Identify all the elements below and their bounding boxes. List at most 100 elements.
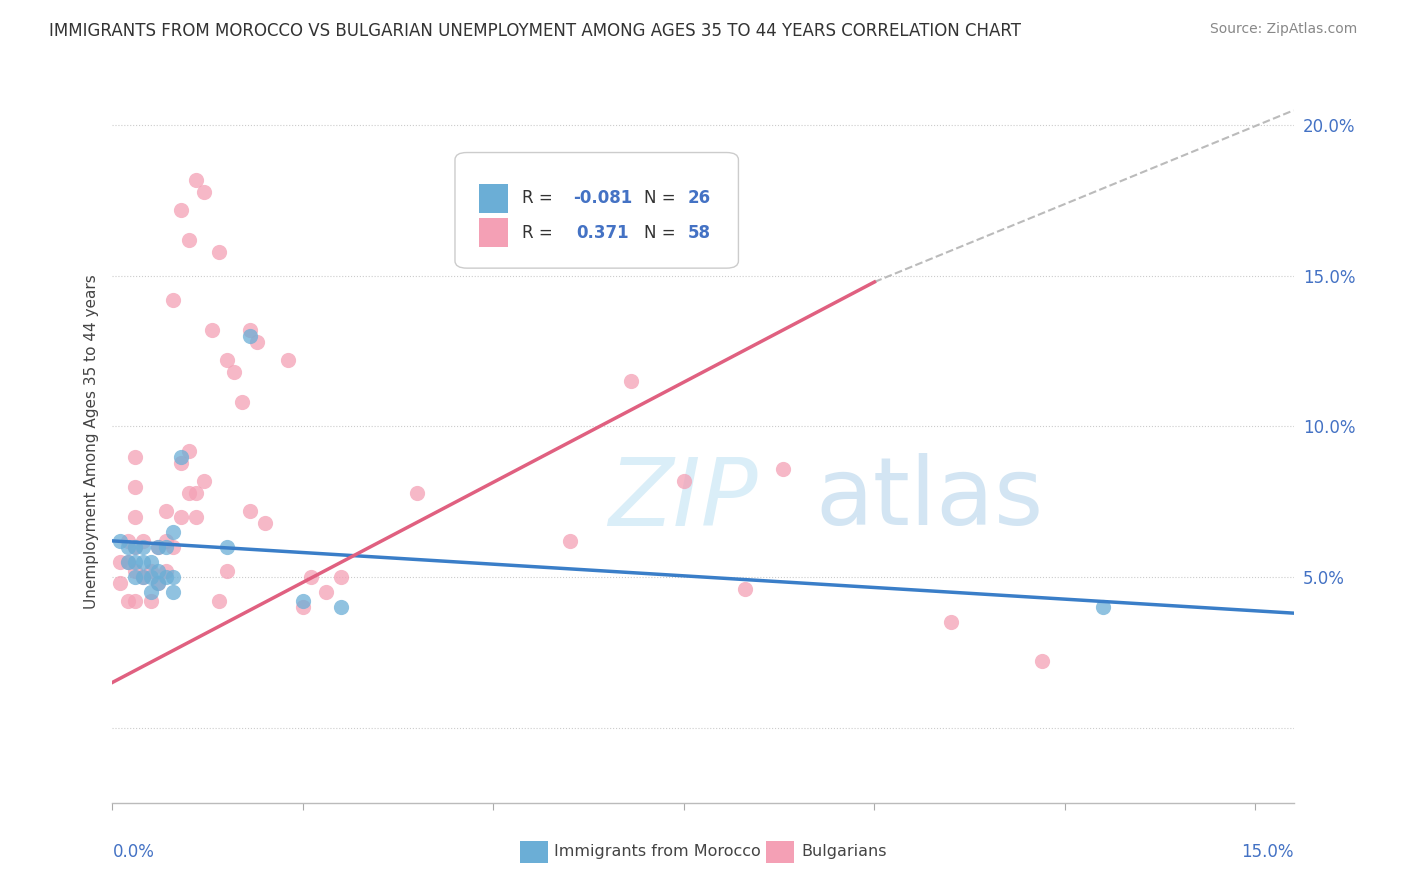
Point (162, 293, 184, 307)
Point (124, 594, 146, 608)
Bar (478, 184, 508, 212)
Point (139, 570, 162, 584)
Point (299, 570, 322, 584)
Point (132, 533, 155, 548)
Text: 15.0%: 15.0% (1241, 843, 1294, 861)
Point (162, 570, 184, 584)
Text: N =: N = (644, 224, 681, 242)
Point (162, 585, 184, 599)
Point (170, 202, 193, 217)
Point (239, 504, 262, 518)
Point (177, 443, 200, 458)
Text: 58: 58 (688, 224, 710, 242)
Point (132, 555, 155, 569)
Bar (478, 219, 508, 247)
Point (1092, 600, 1115, 615)
Point (1031, 654, 1053, 668)
Point (170, 450, 193, 464)
Point (117, 533, 139, 548)
Text: 0.371: 0.371 (576, 224, 630, 242)
Point (330, 570, 353, 584)
Point (108, 555, 131, 569)
Point (558, 533, 581, 548)
Text: R =: R = (522, 224, 558, 242)
Point (117, 594, 139, 608)
Point (620, 374, 643, 388)
Point (117, 555, 139, 569)
Point (772, 461, 794, 475)
Point (117, 555, 139, 569)
Text: Immigrants from Morocco: Immigrants from Morocco (554, 845, 761, 859)
Point (186, 172, 208, 186)
Text: ZIP: ZIP (609, 454, 758, 545)
Text: N =: N = (644, 189, 681, 207)
Point (215, 564, 238, 578)
Point (132, 570, 155, 584)
Point (239, 329, 262, 343)
Text: Bulgarians: Bulgarians (801, 845, 887, 859)
Point (193, 185, 215, 199)
Point (200, 323, 222, 337)
Point (155, 570, 177, 584)
Point (108, 576, 131, 591)
FancyBboxPatch shape (456, 153, 738, 268)
Point (208, 594, 231, 608)
Point (124, 509, 146, 524)
Point (406, 485, 429, 500)
Point (239, 323, 262, 337)
Text: atlas: atlas (815, 453, 1043, 545)
Point (193, 474, 215, 488)
Y-axis label: Unemployment Among Ages 35 to 44 years: Unemployment Among Ages 35 to 44 years (83, 274, 98, 609)
Point (330, 600, 353, 615)
Point (186, 509, 208, 524)
Point (215, 540, 238, 554)
Point (155, 533, 177, 548)
Point (177, 485, 200, 500)
Point (277, 353, 299, 368)
Text: 26: 26 (688, 189, 711, 207)
Point (139, 594, 162, 608)
Point (155, 504, 177, 518)
Point (124, 564, 146, 578)
Point (672, 474, 695, 488)
Point (231, 395, 253, 409)
Point (291, 600, 314, 615)
Point (224, 365, 246, 379)
Point (139, 564, 162, 578)
Point (246, 335, 269, 350)
Point (132, 540, 155, 554)
Point (162, 524, 184, 539)
Point (148, 540, 170, 554)
Point (132, 570, 155, 584)
Point (148, 576, 170, 591)
Point (124, 480, 146, 494)
Point (124, 570, 146, 584)
Point (155, 540, 177, 554)
Text: IMMIGRANTS FROM MOROCCO VS BULGARIAN UNEMPLOYMENT AMONG AGES 35 TO 44 YEARS CORR: IMMIGRANTS FROM MOROCCO VS BULGARIAN UNE… (49, 22, 1021, 40)
Point (124, 555, 146, 569)
Point (139, 555, 162, 569)
Point (108, 533, 131, 548)
Point (186, 485, 208, 500)
Point (215, 353, 238, 368)
Point (315, 585, 337, 599)
Point (124, 450, 146, 464)
Text: -0.081: -0.081 (574, 189, 633, 207)
Point (177, 233, 200, 247)
Point (117, 540, 139, 554)
Point (291, 594, 314, 608)
Point (939, 615, 962, 630)
Point (208, 244, 231, 259)
Point (124, 540, 146, 554)
Text: R =: R = (522, 189, 558, 207)
Point (148, 576, 170, 591)
Point (155, 564, 177, 578)
Text: Source: ZipAtlas.com: Source: ZipAtlas.com (1209, 22, 1357, 37)
Text: 0.0%: 0.0% (112, 843, 155, 861)
Point (734, 582, 756, 596)
Point (253, 516, 276, 530)
Point (148, 564, 170, 578)
Point (162, 540, 184, 554)
Point (170, 509, 193, 524)
Point (170, 456, 193, 470)
